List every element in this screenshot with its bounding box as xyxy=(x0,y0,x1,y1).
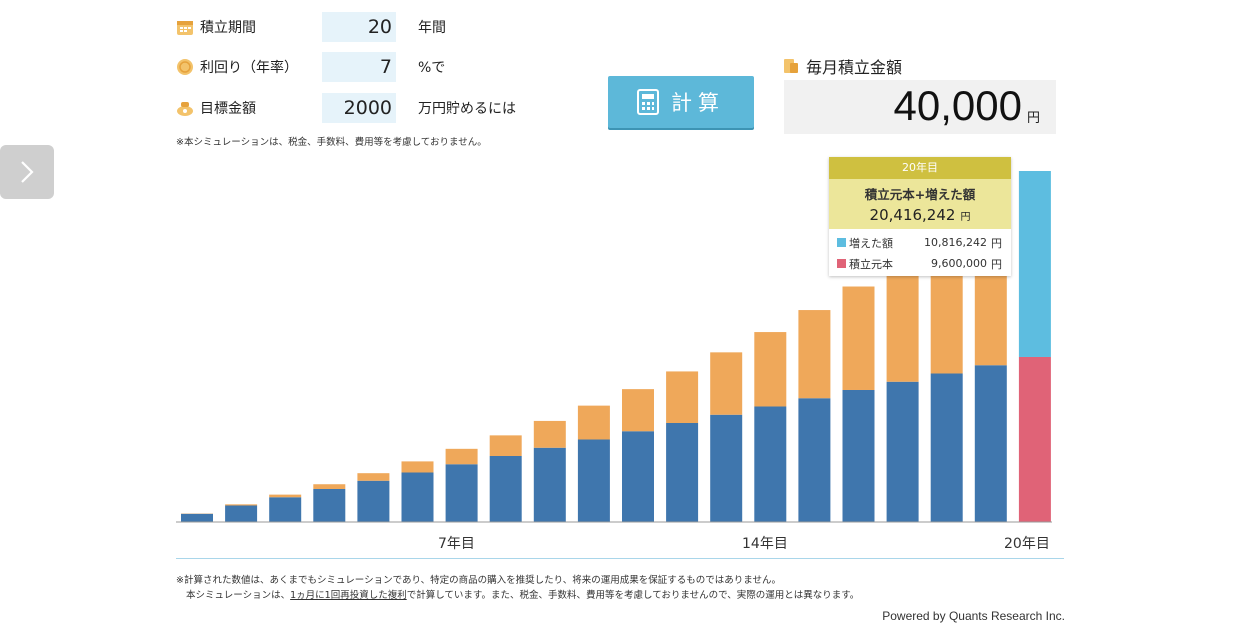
tooltip-sum-label: 積立元本+増えた額 xyxy=(864,187,976,202)
bar-gain-12[interactable] xyxy=(666,371,699,423)
bar-gain-8[interactable] xyxy=(489,435,522,456)
bar-principal-3[interactable] xyxy=(269,497,302,522)
bar-principal-11[interactable] xyxy=(622,431,654,522)
rate-input[interactable]: 7 xyxy=(322,52,396,82)
bar-principal-10[interactable] xyxy=(577,439,610,522)
bar-principal-5[interactable] xyxy=(357,480,390,522)
coin-icon xyxy=(177,59,193,75)
bar-gain-2[interactable] xyxy=(225,504,258,506)
rate-row: 利回り（年率） 7 %で xyxy=(176,52,445,82)
bar-principal-18[interactable] xyxy=(930,373,963,522)
monthly-amount-value: 40,000 xyxy=(893,82,1022,129)
bar-principal-15[interactable] xyxy=(798,398,831,522)
chevron-right-icon xyxy=(21,161,34,183)
bar-principal-13[interactable] xyxy=(710,414,743,522)
bar-principal-19[interactable] xyxy=(974,365,1007,522)
tooltip-principal-row: 積立元本 9,600,000 円 xyxy=(829,253,1011,274)
period-row: 積立期間 20 年間 xyxy=(176,12,446,42)
left-nav-button[interactable] xyxy=(0,145,54,199)
bar-gain-20[interactable] xyxy=(1018,171,1051,357)
bar-principal-7[interactable] xyxy=(445,464,478,522)
monthly-amount-title: 毎月積立金額 xyxy=(806,58,903,77)
tooltip-gain-row: 増えた額 10,816,242 円 xyxy=(829,232,1011,253)
target-input[interactable]: 2000 xyxy=(322,93,396,123)
bar-gain-14[interactable] xyxy=(754,332,787,407)
bar-gain-10[interactable] xyxy=(577,405,610,440)
bar-gain-11[interactable] xyxy=(622,389,654,432)
disclaimer-line-1: ※計算された数値は、あくまでもシミュレーションであり、特定の商品の購入を推奨した… xyxy=(176,575,781,586)
bar-principal-16[interactable] xyxy=(842,389,875,522)
bar-principal-8[interactable] xyxy=(489,455,522,522)
coins-stack-icon xyxy=(784,59,798,73)
tooltip-year: 20年目 xyxy=(829,157,1011,179)
rate-label: 利回り（年率） xyxy=(200,60,298,76)
bar-gain-16[interactable] xyxy=(842,286,875,390)
footer-divider xyxy=(176,558,1064,559)
rate-unit: %で xyxy=(418,60,446,76)
target-row: 目標金額 2000 万円貯めるには xyxy=(176,93,516,123)
bar-principal-1[interactable] xyxy=(181,513,213,522)
monthly-amount-label: 毎月積立金額 xyxy=(782,54,902,78)
bar-principal-2[interactable] xyxy=(225,505,258,522)
bar-principal-17[interactable] xyxy=(886,381,919,522)
bar-principal-9[interactable] xyxy=(533,447,566,522)
target-label: 目標金額 xyxy=(200,101,256,117)
bar-gain-5[interactable] xyxy=(357,473,390,481)
powered-by: Powered by Quants Research Inc. xyxy=(882,609,1065,623)
money-bag-icon xyxy=(177,102,193,116)
period-input[interactable]: 20 xyxy=(322,12,396,42)
monthly-amount-box: 40,000 円 xyxy=(784,80,1056,134)
calculate-button-label: 計算 xyxy=(671,92,725,115)
x-label-7: 7年目 xyxy=(438,536,475,552)
simulation-note: ※本シミュレーションは、税金、手数料、費用等を考慮しておりません。 xyxy=(176,137,487,148)
bar-gain-15[interactable] xyxy=(798,310,831,399)
bar-principal-20[interactable] xyxy=(1018,356,1051,522)
bar-principal-14[interactable] xyxy=(754,406,787,522)
bar-gain-13[interactable] xyxy=(710,352,743,415)
compound-interest-link[interactable]: 1ヵ月に1回再投資した複利 xyxy=(290,590,407,601)
disclaimer-line-2: 本シミュレーションは、1ヵ月に1回再投資した複利で計算しています。また、税金、手… xyxy=(186,590,860,601)
tooltip-summary: 積立元本+増えた額 20,416,242 円 xyxy=(829,179,1011,229)
target-unit: 万円貯めるには xyxy=(418,101,516,117)
calendar-icon xyxy=(177,21,193,35)
x-label-14: 14年目 xyxy=(742,536,788,552)
bar-gain-6[interactable] xyxy=(401,461,434,473)
bar-gain-4[interactable] xyxy=(313,484,346,489)
calculate-button[interactable]: 計算 xyxy=(608,76,754,128)
principal-swatch xyxy=(837,259,846,268)
bar-gain-7[interactable] xyxy=(445,448,478,465)
bar-gain-17[interactable] xyxy=(886,260,919,382)
year-tooltip: 20年目 積立元本+増えた額 20,416,242 円 増えた額 10,816,2… xyxy=(829,157,1011,276)
tooltip-sum-value: 20,416,242 円 xyxy=(869,206,971,224)
bar-principal-4[interactable] xyxy=(313,488,346,522)
period-unit: 年間 xyxy=(418,20,446,36)
bar-principal-6[interactable] xyxy=(401,472,434,522)
bar-gain-3[interactable] xyxy=(269,494,302,498)
calculator-icon xyxy=(637,89,659,115)
period-label: 積立期間 xyxy=(200,20,256,36)
gain-swatch xyxy=(837,238,846,247)
x-label-20: 20年目 xyxy=(1004,536,1050,552)
bar-gain-9[interactable] xyxy=(533,420,566,448)
monthly-amount-unit: 円 xyxy=(1026,111,1040,126)
bar-principal-12[interactable] xyxy=(666,422,699,522)
